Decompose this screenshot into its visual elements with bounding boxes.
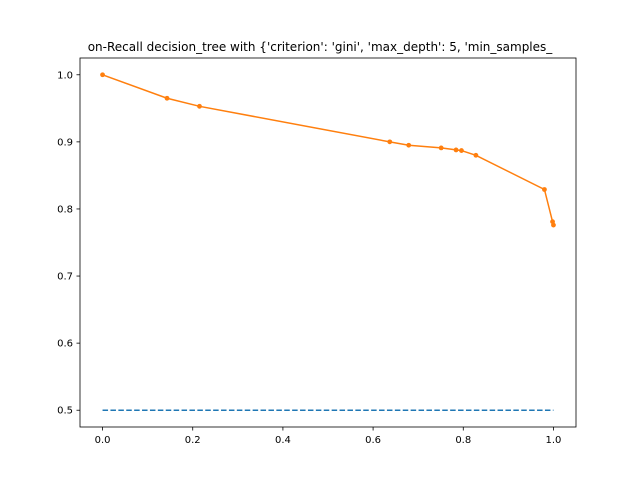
series-point xyxy=(164,95,170,101)
y-tick-label: 0.9 xyxy=(57,137,73,148)
plot-area: 0.0 0.2 0.4 0.6 0.8 1.0 0.5 0.6 0.7 0.8 0.9 1.0 xyxy=(57,57,577,446)
series-line-1 xyxy=(102,74,555,226)
x-tick-label: 0.6 xyxy=(365,435,381,446)
x-tick-label: 0.0 xyxy=(95,435,111,446)
series-point xyxy=(453,147,459,153)
x-tick-label: 0.4 xyxy=(275,435,291,446)
series-point xyxy=(438,145,444,151)
x-tick-label: 1.0 xyxy=(546,435,562,446)
series-point xyxy=(473,152,479,158)
y-tick-label: 0.5 xyxy=(57,406,73,417)
axes-frame xyxy=(79,57,577,428)
chart-title: on-Recall decision_tree with {'criterion… xyxy=(88,40,554,54)
y-tick-label: 1.0 xyxy=(57,70,73,81)
series-point xyxy=(387,139,393,145)
series-point xyxy=(551,222,556,228)
series-point xyxy=(197,103,202,109)
series-point xyxy=(100,72,105,78)
series-point xyxy=(406,142,412,148)
y-tick-label: 0.7 xyxy=(57,272,73,283)
x-tick-label: 0.2 xyxy=(185,435,201,446)
y-tick-label: 0.8 xyxy=(57,204,73,215)
series-point xyxy=(542,187,547,192)
y-tick-label: 0.6 xyxy=(57,339,73,350)
series-point xyxy=(459,148,464,153)
x-tick-label: 0.8 xyxy=(455,435,471,446)
